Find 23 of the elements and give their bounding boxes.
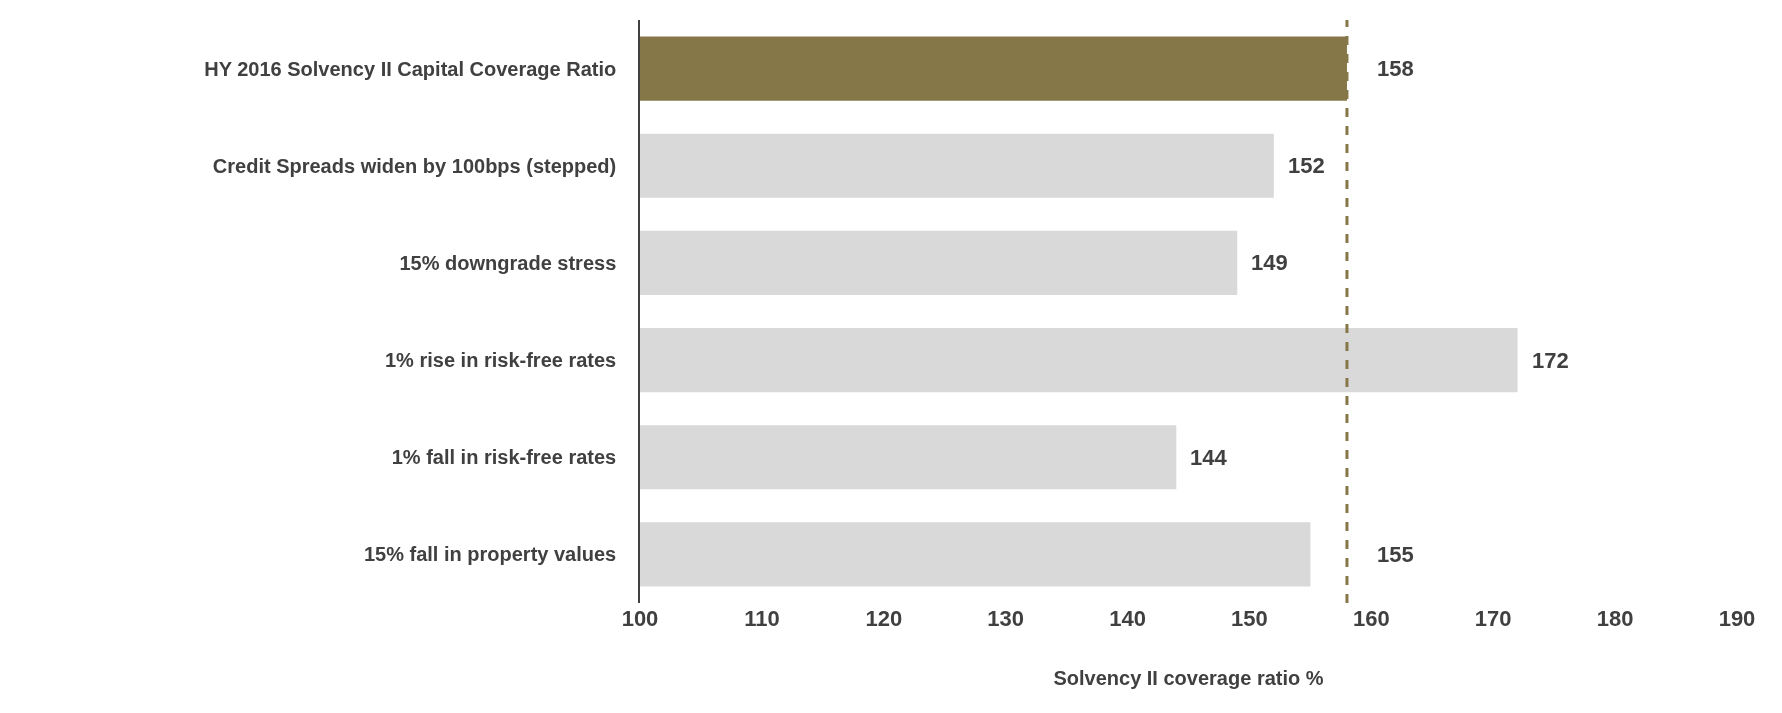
x-tick-label: 140 [1109,606,1146,631]
data-label: 158 [1377,56,1414,81]
y-tick-label: 15% fall in property values [363,543,617,566]
x-tick-label: 180 [1596,606,1634,631]
x-tick-label: 190 [1718,606,1756,631]
data-label: 144 [1190,445,1228,470]
x-tick-label: 160 [1352,606,1390,631]
y-tick-label: 15% downgrade stress [399,251,617,274]
x-tick-label: 170 [1474,606,1512,631]
x-axis-title: Solvency II coverage ratio % [1053,666,1324,689]
y-tick-label: 1% rise in risk-free rates [385,349,617,372]
x-tick-label: 150 [1231,606,1268,631]
y-tick-label: Credit Spreads widen by 100bps (stepped) [212,154,617,177]
x-tick-label: 130 [987,606,1025,631]
x-tick-label: 120 [865,606,903,631]
data-label: 152 [1288,153,1325,178]
data-label: 149 [1251,250,1288,275]
x-tick-label: 100 [621,606,659,631]
data-label: 172 [1532,348,1569,373]
x-tick-label: 110 [744,606,780,631]
y-tick-label: HY 2016 Solvency II Capital Coverage Ratio [204,57,617,80]
y-tick-label: 1% fall in risk-free rates [391,446,617,469]
data-label: 155 [1377,542,1414,567]
